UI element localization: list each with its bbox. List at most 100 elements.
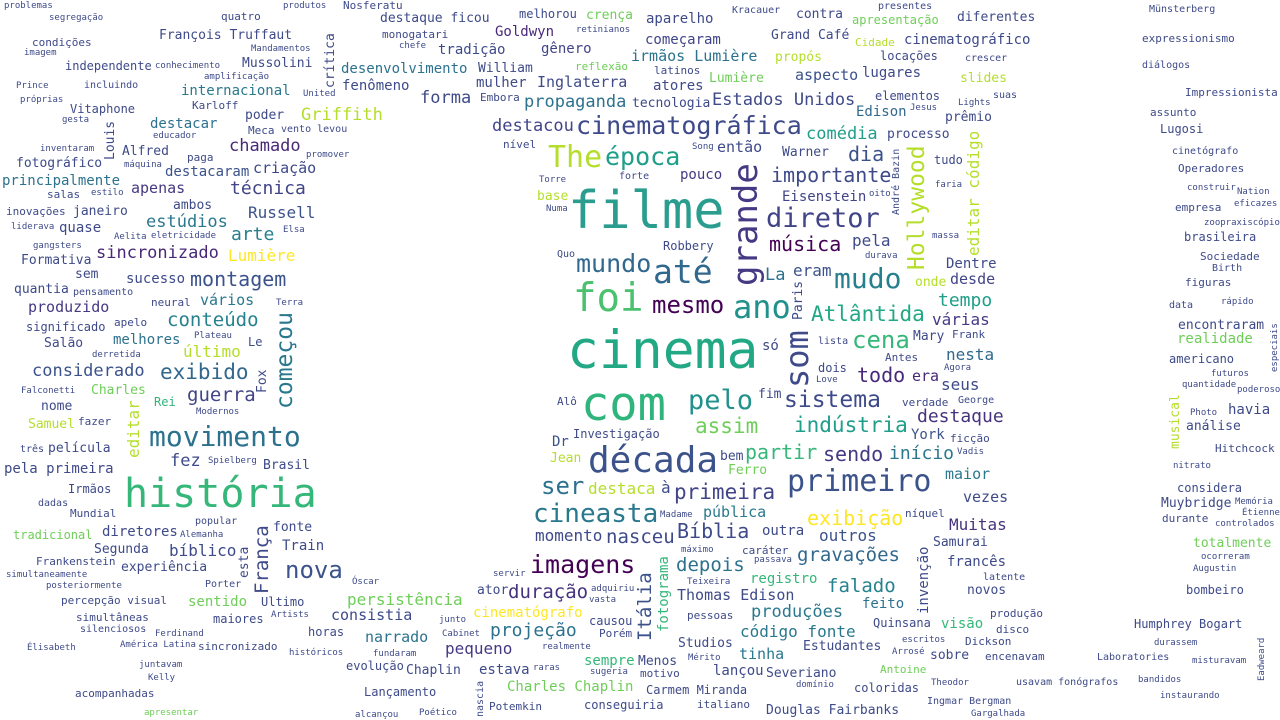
cloud-word: era [912,367,940,385]
cloud-word: Lumière [228,246,296,265]
cloud-word: Estados Unidos [712,90,856,110]
cloud-word: destacar [150,116,218,132]
cloud-word: quatro [221,10,261,23]
cloud-word: Griffith [301,105,383,125]
cloud-word: fazer [78,415,112,428]
cloud-word: mesmo [652,291,725,319]
cloud-word: Impressionista [1185,86,1278,99]
cloud-word: sentido [188,594,248,610]
cloud-word: invenção [916,546,932,614]
cloud-word: Porém [599,627,633,640]
cloud-word: Le [248,335,263,349]
cloud-word: escritos [902,635,946,645]
cloud-word: produzido [28,298,110,316]
cloud-word: dois [818,361,847,375]
cloud-word: diferentes [957,10,1036,25]
cloud-word: construir [1187,183,1236,193]
cloud-word: François Truffaut [159,28,293,43]
cloud-word: vento levou [281,124,348,135]
cloud-word: então [717,138,763,156]
cloud-word: Humphrey Bogart [1134,617,1243,631]
cloud-word: controlados [1215,519,1275,529]
cloud-word: vezes [963,488,1009,506]
cloud-word: estúdios [146,212,228,232]
cloud-word: pela [852,231,891,250]
cloud-word: percepção visual [61,594,167,607]
cloud-word: Aelita [114,232,147,242]
cloud-word: Ferro [728,463,768,478]
cloud-word: nitrato [1173,461,1211,471]
cloud-word: fonte [273,520,313,535]
cloud-word: brasileira [1184,230,1257,244]
cloud-word: nova [285,556,343,584]
cloud-word: comédia [806,124,878,144]
cloud-word: máximo [681,545,714,555]
cloud-word: grande [726,163,766,286]
cloud-word: com [581,377,666,432]
cloud-word: Lançamento [364,685,437,699]
cloud-word: totalmente [1193,536,1272,551]
cloud-word: Antoine [880,663,927,676]
cloud-word: ano [733,288,791,326]
cloud-word: Cidade [855,36,895,49]
cloud-word: Song [692,142,714,152]
cloud-word: som [778,330,816,388]
cloud-word: criação [253,159,317,177]
cloud-word: adquiriu [591,584,635,594]
cloud-word: gênero [541,41,592,57]
cloud-word: junto [439,615,467,625]
cloud-word: destacaram [165,164,250,180]
cloud-word: Rei [154,395,176,409]
cloud-word: Grand Café [771,28,850,43]
cloud-word: seus [941,375,980,394]
cloud-word: novos [967,583,1007,598]
cloud-word: ocorreram [1201,552,1250,562]
cloud-word: Douglas Fairbanks [766,703,900,718]
cloud-word: gangsters [33,241,82,251]
cloud-word: foi [573,276,644,321]
cloud-word: ambos [173,198,213,213]
cloud-word: conteúdo [167,309,259,331]
cloud-word: guerra [187,384,256,406]
cloud-word: musical [1168,394,1183,449]
cloud-word: independente [65,59,152,73]
cloud-word: Madame [660,510,693,520]
cloud-word: Dr [552,434,569,450]
cloud-word: imagens [530,550,636,579]
cloud-word: Antes [885,351,919,364]
cloud-word: tempo [938,290,993,311]
cloud-word: processo [887,127,950,142]
cloud-word: cinema [567,320,759,381]
cloud-word: Studios [678,636,733,651]
cloud-word: fotograma [656,556,672,632]
cloud-word: presentes [878,1,933,12]
cloud-word: sincronizado [198,640,278,653]
cloud-word: eram [793,261,832,280]
cloud-word: último [183,342,241,361]
cloud-word: Hollywood [904,145,930,270]
cloud-word: Meca [248,124,275,137]
cloud-word: pouco [680,167,723,183]
cloud-word: pública [703,503,767,521]
cloud-word: sobre [930,648,970,663]
cloud-word: inovações [6,205,66,218]
cloud-word: educador [153,131,197,141]
cloud-word: sem [75,267,99,282]
cloud-word: maiores [213,612,264,626]
cloud-word: Dickson [965,635,1012,648]
cloud-word: Óscar [352,577,380,587]
cloud-word: neural [151,296,191,309]
cloud-word: janeiro [73,204,128,219]
cloud-word: Fox [255,369,270,393]
cloud-word: Terra [276,298,304,308]
cloud-word: causou [589,614,633,628]
cloud-word: cinematográfica [576,111,802,140]
cloud-word: Potemkin [489,700,542,713]
cloud-word: Robbery [663,239,714,253]
cloud-word: gravações [797,544,900,566]
cloud-word: Karloff [192,99,239,112]
cloud-word: popular [195,516,238,527]
cloud-word: produção [990,607,1043,620]
cloud-word: crescer [965,53,1008,64]
cloud-word: desenvolvimento [341,61,468,77]
